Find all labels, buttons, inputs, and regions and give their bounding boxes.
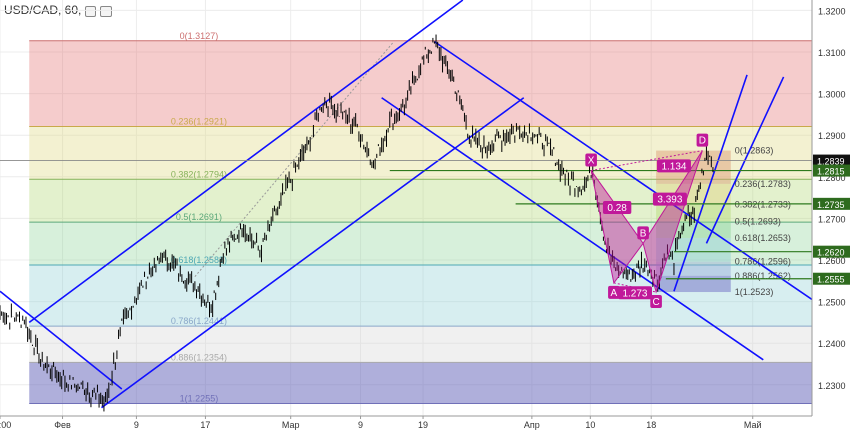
- price-badge-bg-4: [813, 272, 850, 285]
- fib2-label-0: 0(1.2863): [735, 146, 774, 156]
- pattern-point-C: C: [652, 297, 659, 308]
- pattern-ratio-1-bg: [617, 286, 652, 300]
- price-tick-4: 1.2800: [818, 173, 846, 183]
- time-tick-0: 12:00: [0, 420, 11, 430]
- time-axis-bg: [0, 416, 850, 431]
- fib2-label-7: 1(1.2523): [735, 287, 774, 297]
- time-tick-1: Фев: [54, 420, 71, 430]
- pattern-ratio-2-bg: [656, 159, 691, 173]
- time-tick-9: 18: [646, 420, 656, 430]
- pattern-xd: [591, 150, 703, 172]
- pattern-point-D: D: [699, 136, 706, 147]
- channel-line-1: [28, 0, 464, 324]
- pattern-ratio-0-bg: [602, 201, 632, 214]
- settings-toggle-icon[interactable]: [100, 5, 113, 17]
- time-tick-3: 17: [200, 420, 210, 430]
- price-tick-6: 1.2600: [818, 256, 846, 266]
- fib2-label-5: 0.786(1.2596): [735, 257, 791, 267]
- plot-area: 0(1.3127) 0.236(1.2921) 0.382(1.2794) 0.5(1…: [0, 0, 812, 416]
- fib-level-label-1: 0.236(1.2921): [171, 116, 227, 126]
- time-tick-2: 9: [134, 420, 139, 430]
- pattern-point-A: A: [611, 288, 618, 299]
- price-badge-0: 1.2839: [817, 157, 845, 167]
- pattern-ratio-3: 3.393: [657, 195, 682, 206]
- fib-level-label-3: 0.5(1.2691): [176, 212, 222, 222]
- time-tick-10: Май: [744, 420, 762, 430]
- price-badge-3: 1.2620: [817, 248, 845, 258]
- price-badge-bg-0: [813, 154, 850, 167]
- fib2-label-3: 0.5(1.2693): [735, 216, 781, 226]
- fib2-label-4: 0.618(1.2653): [735, 233, 791, 243]
- pattern-point-C-bg: [650, 295, 662, 309]
- price-badge-2: 1.2735: [817, 200, 845, 210]
- fib-level-label-4: 0.618(1.2588): [171, 255, 227, 265]
- price-bars: [0, 34, 714, 412]
- fib-zone-6: [29, 362, 812, 404]
- fib2-label-1: 0.236(1.2783): [735, 179, 791, 189]
- pattern-point-A-bg: [608, 285, 620, 299]
- fib-level-label-0: 0(1.3127): [180, 31, 219, 41]
- price-tick-3: 1.2900: [818, 131, 846, 141]
- fib-zone-5: [29, 326, 812, 363]
- price-tick-8: 1.2400: [818, 339, 846, 349]
- pattern-point-B-bg: [637, 226, 649, 240]
- price-tick-1: 1.3100: [818, 48, 846, 58]
- pattern-point-D-bg: [696, 133, 709, 147]
- fib-level-label-2: 0.382(1.2794): [171, 169, 227, 179]
- price-tick-0: 1.3200: [818, 6, 846, 16]
- fib2-zone-5: [656, 261, 731, 276]
- price-tick-2: 1.3000: [818, 90, 846, 100]
- pattern-ratio-0: 0.28: [607, 203, 627, 214]
- fib2-label-2: 0.382(1.2733): [735, 200, 791, 210]
- pattern-ratio-3-bg: [652, 192, 687, 206]
- time-tick-7: Апр: [524, 420, 540, 430]
- price-badge-4: 1.2555: [817, 275, 845, 285]
- time-tick-5: 9: [358, 420, 363, 430]
- pattern-ratio-2: 1.134: [661, 161, 686, 172]
- pattern-point-X-bg: [585, 153, 597, 167]
- pattern-point-X: X: [588, 156, 595, 167]
- fib-zone-0: [29, 40, 812, 127]
- channel-line-2: [101, 97, 525, 409]
- price-tick-7: 1.2500: [818, 298, 846, 308]
- fib-zone-4: [29, 264, 812, 327]
- time-axis: 12:00 Фев 9 17 Мар 9 19 Апр 10 18 Май: [0, 415, 850, 431]
- time-tick-4: Мар: [282, 420, 300, 430]
- channel-line-6: [673, 74, 748, 292]
- price-tick-5: 1.2700: [818, 214, 846, 224]
- fib2-zone-2: [656, 204, 731, 222]
- price-badge-bg-3: [813, 245, 850, 258]
- fib2-label-6: 0.886(1.2562): [735, 271, 791, 281]
- visibility-toggle-icon[interactable]: [85, 5, 97, 17]
- time-tick-6: 19: [418, 420, 428, 430]
- price-axis: 1.3200 1.3100 1.3000 1.2900 1.2800 1.2700 1.26…: [811, 0, 850, 431]
- pattern-point-B: B: [640, 228, 647, 239]
- fib-level-label-5: 0.786(1.2441): [171, 316, 227, 326]
- price-axis-bg: [812, 0, 850, 431]
- channel-line-3: [381, 97, 764, 361]
- time-tick-8: 10: [585, 420, 595, 430]
- price-badge-bg-2: [813, 197, 850, 210]
- dotted-trendline: [194, 41, 395, 277]
- fib2-zone-4: [656, 237, 731, 262]
- fib-level-label-6: 0.886(1.2354): [171, 352, 227, 362]
- price-badge-1: 1.2815: [817, 167, 845, 177]
- price-tick-9: 1.2300: [818, 381, 846, 391]
- channel-line-0: [0, 290, 123, 390]
- pattern-ratio-1: 1.273: [622, 288, 647, 299]
- fib-zone-3: [29, 222, 812, 265]
- fib-level-label-7: 1(1.2255): [180, 394, 219, 404]
- channel-line-7: [705, 76, 785, 244]
- price-badge-bg-1: [813, 164, 850, 177]
